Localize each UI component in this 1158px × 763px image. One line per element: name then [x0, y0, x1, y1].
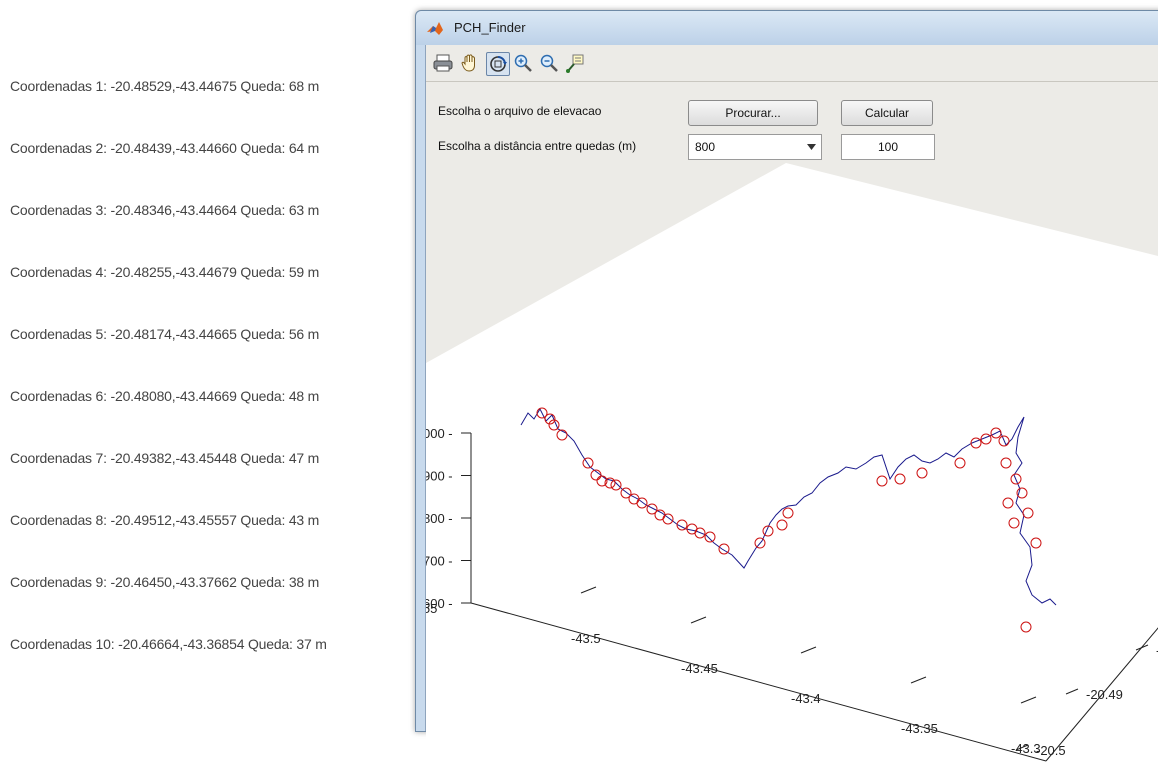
- drop-marker-22: [762, 525, 774, 537]
- pch-finder-window: PCH_Finder: [415, 10, 1158, 763]
- coordinate-result-6: Coordenadas 6: -20.48080,-43.44669 Queda…: [10, 388, 320, 404]
- drop-marker-15: [662, 513, 674, 525]
- x-tick-3: [800, 646, 817, 654]
- drop-marker-19: [704, 531, 716, 543]
- drop-marker-1: [536, 407, 548, 419]
- drop-marker-21: [754, 537, 766, 549]
- print-button[interactable]: [432, 52, 454, 74]
- drop-marker-2: [544, 413, 556, 425]
- x-tick-label-4: -43.35: [901, 721, 938, 736]
- figure-client: Escolha o arquivo de elevacao Procurar..…: [425, 45, 1158, 763]
- rotate-3d-button[interactable]: [486, 52, 510, 76]
- drop-marker-5: [582, 457, 594, 469]
- drop-marker-29: [970, 437, 982, 449]
- coordinate-result-4: Coordenadas 4: -20.48255,-43.44679 Queda…: [10, 264, 320, 280]
- plot-area[interactable]: 000 - 900 - 800 - 700 - 600 - 3.55 -43.5 -43.4…: [426, 163, 1158, 763]
- drop-marker-36: [1002, 497, 1014, 509]
- elevation-file-label: Escolha o arquivo de elevacao: [438, 104, 602, 118]
- drop-marker-8: [604, 477, 616, 489]
- coordinate-result-7: Coordenadas 7: -20.49382,-43.45448 Queda…: [10, 450, 320, 466]
- drop-marker-12: [636, 497, 648, 509]
- drop-marker-13: [646, 503, 658, 515]
- drop-marker-35: [1016, 487, 1028, 499]
- window-title: PCH_Finder: [454, 20, 526, 35]
- x-tick-5: [1020, 696, 1037, 704]
- drop-marker-40: [1020, 621, 1032, 633]
- distance-select[interactable]: 800: [688, 134, 822, 160]
- drop-marker-31: [990, 427, 1002, 439]
- drop-marker-9: [610, 479, 622, 491]
- x-tick-label-0: 3.55: [426, 601, 437, 616]
- browse-button[interactable]: Procurar...: [688, 100, 818, 126]
- distance-select-value: 800: [695, 140, 716, 154]
- figure-toolbar: [426, 45, 1158, 82]
- drop-marker-34: [1010, 473, 1022, 485]
- title-bar[interactable]: PCH_Finder: [416, 11, 1158, 45]
- dropdown-arrow-icon[interactable]: [801, 135, 821, 159]
- x-tick-4: [910, 676, 927, 684]
- drop-marker-3: [548, 419, 560, 431]
- y-tick-label-2: -20.5: [1036, 743, 1066, 758]
- drop-marker-38: [1008, 517, 1020, 529]
- drop-markers: [536, 407, 1042, 633]
- z-axis: 000 - 900 - 800 - 700 - 600 -: [426, 426, 472, 611]
- coordinate-result-5: Coordenadas 5: -20.48174,-43.44665 Queda…: [10, 326, 320, 342]
- y-tick-0: [1135, 644, 1149, 651]
- min-drop-input[interactable]: 100: [841, 134, 935, 160]
- z-tick-label-900: 900 -: [426, 469, 453, 484]
- zoom-out-button[interactable]: [538, 52, 560, 74]
- drop-marker-27: [916, 467, 928, 479]
- drop-marker-4: [556, 429, 568, 441]
- matlab-icon: [427, 22, 443, 35]
- calculate-button[interactable]: Calcular: [841, 100, 933, 126]
- coordinate-result-3: Coordenadas 3: -20.48346,-43.44664 Queda…: [10, 202, 320, 218]
- zoom-in-icon: [514, 54, 532, 72]
- z-tick-label-700: 700 -: [426, 554, 453, 569]
- z-tick-label-600: 600 -: [426, 596, 453, 611]
- zoom-out-icon: [540, 54, 558, 72]
- y-tick-label-0: -20.48: [1156, 643, 1158, 658]
- x-tick-2: [690, 616, 707, 624]
- rotate-3d-icon: [490, 56, 507, 72]
- drop-marker-7: [596, 475, 608, 487]
- x-tick-1: [580, 586, 597, 594]
- print-icon: [433, 54, 453, 72]
- zoom-in-button[interactable]: [512, 52, 534, 74]
- coordinates-list: Coordenadas 1: -20.48529,-43.44675 Queda…: [0, 0, 410, 717]
- plot-floor: [426, 163, 1158, 763]
- drop-marker-32: [998, 435, 1010, 447]
- x-tick-label-3: -43.4: [791, 691, 821, 706]
- drop-marker-39: [1030, 537, 1042, 549]
- elevation-3d-plot[interactable]: 000 - 900 - 800 - 700 - 600 - 3.55 -43.5 -43.4…: [426, 163, 1158, 763]
- drop-marker-37: [1022, 507, 1034, 519]
- drop-marker-33: [1000, 457, 1012, 469]
- drop-marker-6: [590, 469, 602, 481]
- coordinate-result-8: Coordenadas 8: -20.49512,-43.45557 Queda…: [10, 512, 320, 528]
- coordinate-result-1: Coordenadas 1: -20.48529,-43.44675 Queda…: [10, 78, 320, 94]
- drop-marker-23: [776, 519, 788, 531]
- data-cursor-button[interactable]: [564, 52, 586, 74]
- pan-hand-icon: [461, 54, 475, 72]
- drop-marker-25: [876, 475, 888, 487]
- x-tick-label-2: -43.45: [681, 661, 718, 676]
- x-tick-label-1: -43.5: [571, 631, 601, 646]
- data-cursor-icon: [566, 54, 584, 73]
- distance-label: Escolha a distância entre quedas (m): [438, 139, 637, 153]
- y-tick-label-1: -20.49: [1086, 687, 1123, 702]
- z-tick-label-000: 000 -: [426, 426, 453, 441]
- drop-marker-28: [954, 457, 966, 469]
- coordinate-result-2: Coordenadas 2: -20.48439,-43.44660 Queda…: [10, 140, 320, 156]
- drop-marker-26: [894, 473, 906, 485]
- drop-marker-16: [676, 519, 688, 531]
- z-tick-label-800: 800 -: [426, 511, 453, 526]
- drop-marker-24: [782, 507, 794, 519]
- drop-marker-18: [694, 527, 706, 539]
- drop-marker-20: [718, 543, 730, 555]
- pan-button[interactable]: [459, 52, 481, 74]
- coordinate-result-9: Coordenadas 9: -20.46450,-43.37662 Queda…: [10, 574, 320, 590]
- y-tick-1: [1065, 688, 1079, 695]
- drop-marker-10: [620, 487, 632, 499]
- coordinate-result-10: Coordenadas 10: -20.46664,-43.36854 Qued…: [10, 636, 327, 652]
- drop-marker-30: [980, 433, 992, 445]
